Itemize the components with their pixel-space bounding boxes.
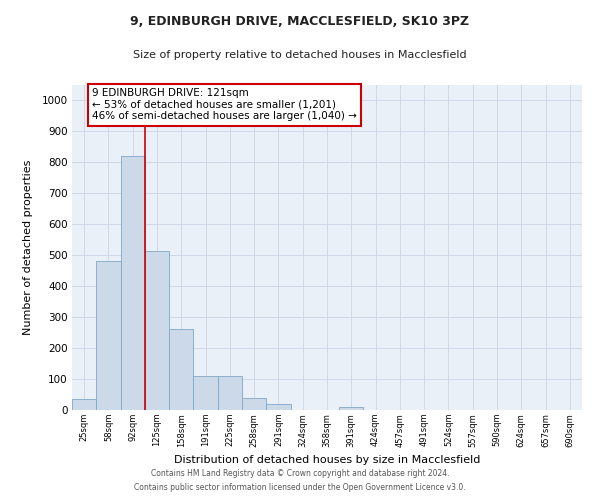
Bar: [145, 250, 169, 410]
Bar: [218, 376, 242, 410]
Y-axis label: Number of detached properties: Number of detached properties: [23, 160, 34, 335]
Bar: [266, 404, 290, 410]
Bar: [193, 376, 218, 410]
Bar: [96, 262, 121, 410]
Text: Contains HM Land Registry data © Crown copyright and database right 2024.: Contains HM Land Registry data © Crown c…: [151, 468, 449, 477]
Bar: [121, 156, 145, 410]
Text: 9 EDINBURGH DRIVE: 121sqm
← 53% of detached houses are smaller (1,201)
46% of se: 9 EDINBURGH DRIVE: 121sqm ← 53% of detac…: [92, 88, 357, 122]
Bar: [72, 399, 96, 410]
Bar: [339, 407, 364, 410]
Bar: [242, 398, 266, 410]
Text: Contains public sector information licensed under the Open Government Licence v3: Contains public sector information licen…: [134, 484, 466, 492]
X-axis label: Distribution of detached houses by size in Macclesfield: Distribution of detached houses by size …: [174, 455, 480, 465]
Bar: [169, 329, 193, 410]
Text: Size of property relative to detached houses in Macclesfield: Size of property relative to detached ho…: [133, 50, 467, 60]
Text: 9, EDINBURGH DRIVE, MACCLESFIELD, SK10 3PZ: 9, EDINBURGH DRIVE, MACCLESFIELD, SK10 3…: [130, 15, 470, 28]
